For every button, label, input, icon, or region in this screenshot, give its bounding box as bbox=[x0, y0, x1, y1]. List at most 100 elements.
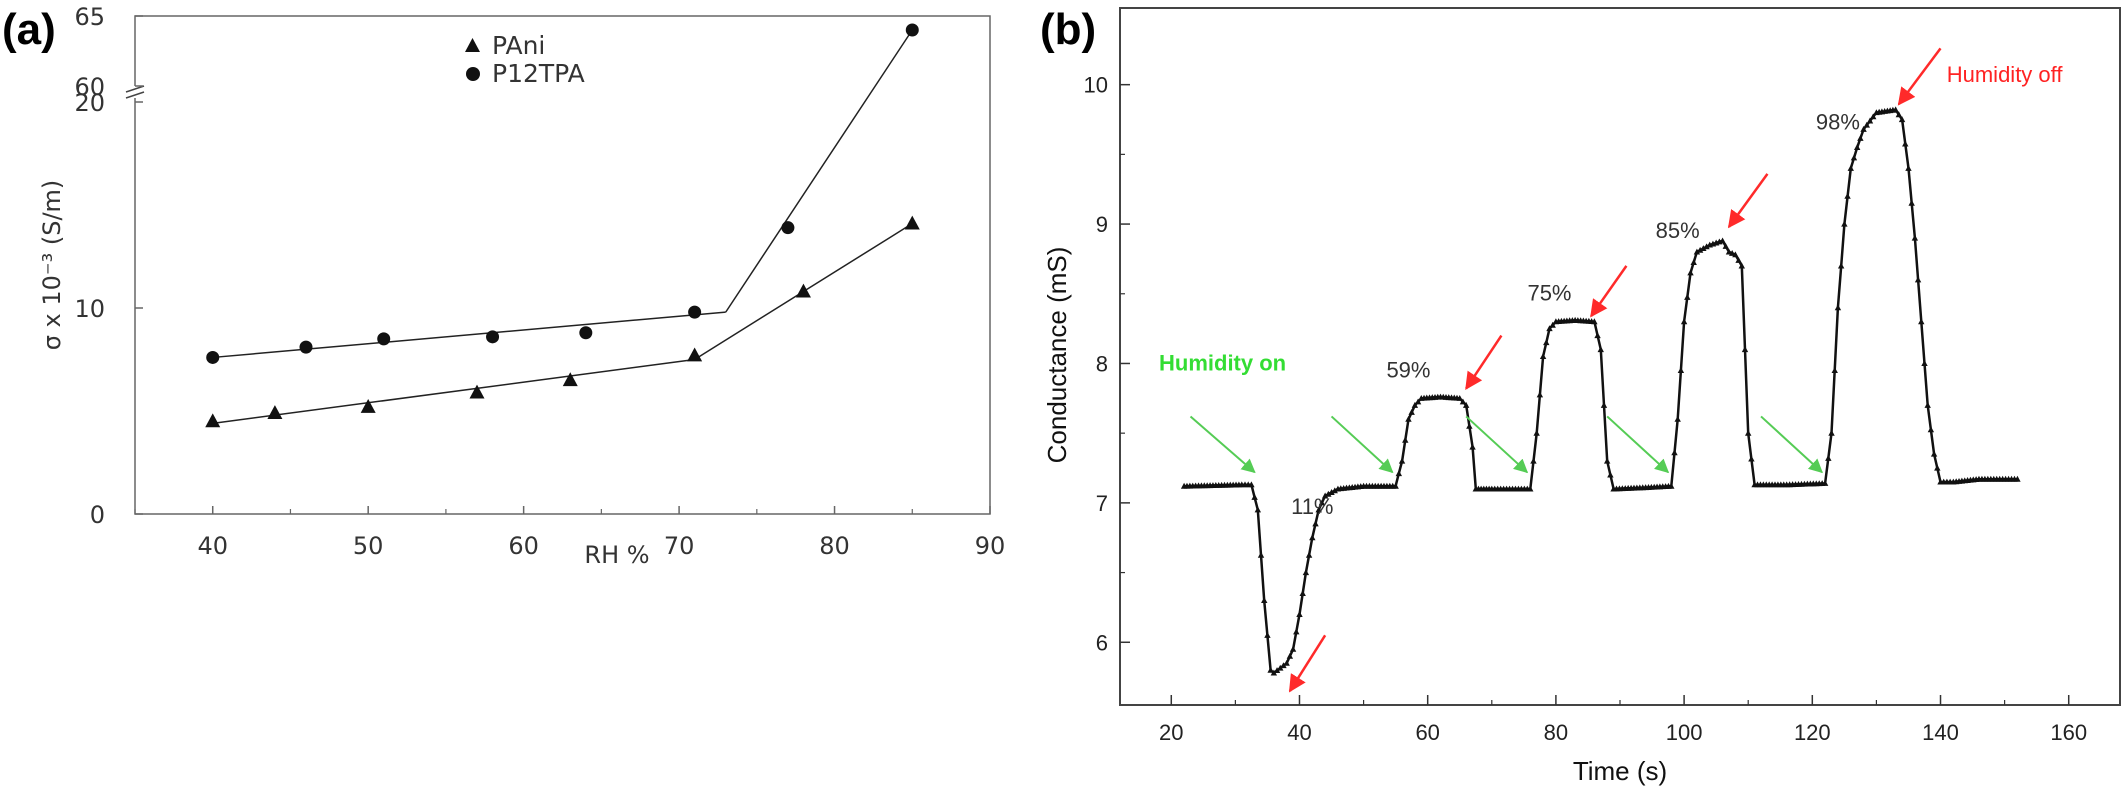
conductance-point bbox=[1603, 457, 1611, 464]
conductance-point bbox=[1331, 487, 1338, 494]
legend-label-p12tpa: P12TPA bbox=[492, 59, 585, 88]
conductance-point bbox=[1834, 304, 1842, 311]
conductance-point bbox=[1459, 398, 1467, 405]
x-tick-label-b: 40 bbox=[1287, 720, 1311, 745]
conductance-point bbox=[1668, 482, 1675, 489]
legend-label-pani: PAni bbox=[492, 31, 545, 60]
humidity-percent-label: 59% bbox=[1386, 357, 1430, 382]
green-arrow bbox=[1330, 415, 1394, 474]
conductance-point bbox=[1898, 116, 1906, 123]
conductance-point bbox=[1745, 429, 1752, 436]
conductance-point bbox=[1687, 269, 1694, 276]
x-tick-label-b: 160 bbox=[2050, 720, 2087, 745]
point-p12tpa bbox=[206, 350, 220, 364]
y-tick-label-b: 8 bbox=[1096, 351, 1108, 376]
conductance-point bbox=[1921, 360, 1928, 367]
conductance-point bbox=[1261, 597, 1268, 604]
y-tick-label-b: 6 bbox=[1096, 630, 1108, 655]
point-p12tpa bbox=[905, 23, 919, 37]
x-tick-label-b: 80 bbox=[1544, 720, 1568, 745]
conductance-point bbox=[1680, 318, 1688, 325]
y-tick-label-b: 9 bbox=[1096, 212, 1108, 237]
conductance-point bbox=[1690, 259, 1697, 265]
conductance-point bbox=[1825, 454, 1832, 461]
conductance-point bbox=[1821, 479, 1829, 486]
conductance-point bbox=[1530, 457, 1537, 464]
point-pani bbox=[904, 215, 920, 230]
conductance-point bbox=[1328, 489, 1335, 495]
red-arrow bbox=[1465, 334, 1503, 391]
conductance-point bbox=[1741, 346, 1749, 353]
conductance-point bbox=[1600, 401, 1608, 408]
humidity-off-label: Humidity off bbox=[1947, 62, 2064, 87]
conductance-point bbox=[1549, 321, 1556, 328]
conductance-point bbox=[1732, 251, 1739, 258]
point-pani bbox=[562, 372, 578, 387]
conductance-point bbox=[1325, 490, 1332, 497]
conductance-point bbox=[1270, 669, 1278, 676]
point-pani bbox=[795, 283, 811, 298]
humidity-percent-label: 85% bbox=[1656, 218, 1700, 243]
panel-label-a: (a) bbox=[2, 5, 56, 54]
x-tick-label-b: 140 bbox=[1922, 720, 1959, 745]
humidity-on-label: Humidity on bbox=[1159, 350, 1286, 375]
humidity-percent-label: 98% bbox=[1816, 109, 1860, 134]
panel-b-chart: Time (s) Conductance (mS) 20 40 60 80 100 120… bbox=[1042, 7, 2121, 786]
conductance-point bbox=[1273, 667, 1281, 674]
x-tick-label-b: 60 bbox=[1415, 720, 1439, 745]
point-pani bbox=[267, 405, 283, 420]
conductance-point bbox=[1674, 415, 1681, 422]
conductance-point bbox=[1748, 455, 1755, 462]
legend-marker-pani bbox=[465, 38, 480, 52]
conductance-point bbox=[1594, 332, 1601, 339]
conductance-point bbox=[1722, 243, 1729, 249]
green-arrow bbox=[1606, 415, 1670, 474]
conductance-point bbox=[1299, 590, 1306, 597]
fit-line-p12tpa bbox=[212, 311, 726, 359]
conductance-point bbox=[1693, 248, 1701, 255]
humidity-percent-label: 11% bbox=[1291, 494, 1333, 519]
red-arrow bbox=[1897, 47, 1942, 106]
x-tick-label-b: 20 bbox=[1159, 720, 1183, 745]
conductance-point bbox=[1866, 117, 1874, 124]
conductance-point bbox=[1591, 318, 1598, 325]
x-tick-label-b: 100 bbox=[1666, 720, 1703, 745]
conductance-point bbox=[1831, 367, 1838, 373]
conductance-point bbox=[1264, 631, 1271, 638]
point-p12tpa bbox=[781, 221, 795, 235]
conductance-point bbox=[1696, 246, 1704, 253]
conductance-point bbox=[1543, 339, 1550, 346]
y-tick-label-a: 20 bbox=[74, 89, 105, 117]
conductance-point bbox=[1853, 144, 1861, 150]
conductance-curve bbox=[1184, 108, 2018, 675]
conductance-point bbox=[1318, 499, 1326, 506]
x-tick-label-a: 80 bbox=[819, 532, 850, 560]
conductance-point bbox=[1466, 422, 1473, 429]
fit-line-pani bbox=[212, 358, 695, 425]
conductance-point bbox=[1934, 464, 1941, 471]
conductance-point bbox=[1738, 262, 1745, 269]
point-pani bbox=[205, 413, 221, 428]
conductance-point bbox=[1280, 662, 1287, 669]
x-tick-label-a: 50 bbox=[353, 532, 384, 560]
conductance-point bbox=[1892, 106, 1899, 113]
conductance-point bbox=[1405, 415, 1412, 422]
conductance-point bbox=[2014, 475, 2021, 482]
conductance-point bbox=[1527, 485, 1534, 492]
conductance-point bbox=[1411, 401, 1419, 408]
red-arrow bbox=[1590, 265, 1628, 318]
conductance-point bbox=[1302, 569, 1310, 576]
conductance-point bbox=[1924, 401, 1931, 408]
green-arrow bbox=[1760, 415, 1823, 474]
point-pani bbox=[360, 399, 376, 413]
conductance-point bbox=[1684, 293, 1691, 300]
x-axis-label-b: Time (s) bbox=[1573, 756, 1667, 786]
conductance-point bbox=[1828, 429, 1835, 436]
y-tick-label-b: 10 bbox=[1084, 73, 1108, 98]
conductance-point bbox=[1857, 134, 1864, 141]
conductance-point bbox=[1533, 429, 1540, 436]
conductance-point bbox=[1700, 245, 1707, 252]
y-tick-label-b: 7 bbox=[1096, 491, 1108, 516]
conductance-point bbox=[1536, 391, 1544, 398]
conductance-point bbox=[1847, 164, 1854, 171]
